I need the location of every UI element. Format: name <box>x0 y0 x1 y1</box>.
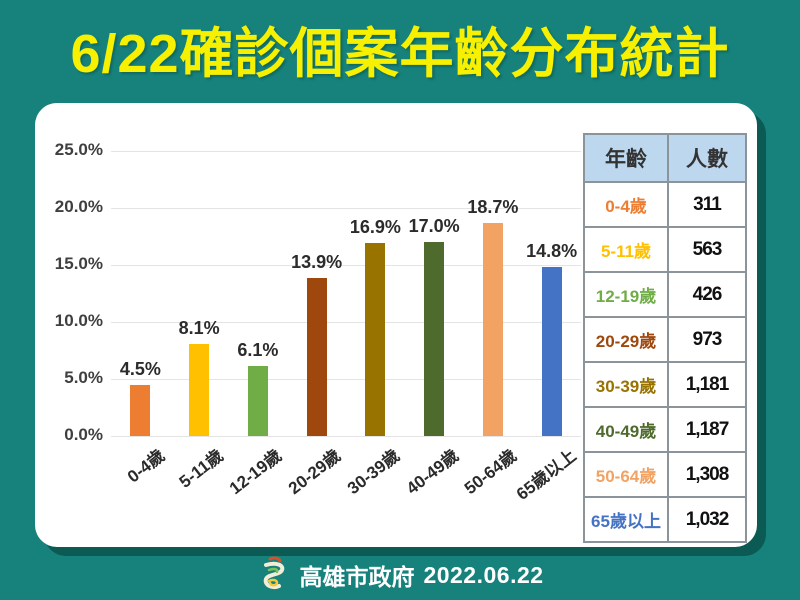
age-count-table: 年齡 人數 0-4歲 311 5-11歲 563 12-19歲 426 20-29歲 973 3… <box>583 133 747 543</box>
page-title: 6/22確診個案年齡分布統計 <box>70 24 730 84</box>
bar-value-label: 4.5% <box>119 358 161 379</box>
bar-0-4歲 <box>130 384 151 436</box>
age-cell: 65歲以上 <box>583 496 669 543</box>
bar-40-49歲 <box>424 242 445 436</box>
gridline <box>111 379 581 380</box>
bar-20-29歲 <box>306 277 327 436</box>
count-cell: 426 <box>667 271 747 318</box>
y-tick-label: 20.0% <box>54 197 103 216</box>
x-tick-label: 5-11歲 <box>175 445 227 492</box>
table-header-row: 年齡 人數 <box>583 133 747 183</box>
x-tick-label: 30-39歲 <box>343 445 404 499</box>
gridline <box>111 322 581 323</box>
table-row: 20-29歲 973 <box>583 316 747 363</box>
content-card: 25.0% 20.0% 15.0% 10.0% 5.0% 0.0% 4.5% 0-4歲 8.1… <box>35 103 757 547</box>
age-cell: 50-64歲 <box>583 451 669 498</box>
bar-value-label: 14.8% <box>526 241 578 262</box>
count-cell: 311 <box>667 181 747 228</box>
bar-65歲以上 <box>541 267 562 436</box>
bar-30-39歲 <box>365 243 386 436</box>
y-tick-label: 0.0% <box>64 425 103 444</box>
plot-area: 4.5% 0-4歲 8.1% 5-11歲 6.1% 12-19歲 13.9% 20-29歲 16… <box>111 151 581 504</box>
x-tick-label: 0-4歲 <box>123 445 169 487</box>
x-tick-label: 65歲以上 <box>512 445 580 504</box>
bar-5-11歲 <box>189 343 210 436</box>
count-cell: 973 <box>667 316 747 363</box>
y-tick-label: 10.0% <box>54 311 103 330</box>
bar-50-64歲 <box>482 222 503 436</box>
bar-value-label: 13.9% <box>291 251 343 272</box>
count-cell: 1,308 <box>667 451 747 498</box>
table-row: 5-11歲 563 <box>583 226 747 273</box>
age-cell: 40-49歲 <box>583 406 669 453</box>
bar-value-label: 18.7% <box>467 196 519 217</box>
footer-org-name: 高雄市政府 <box>299 564 415 590</box>
age-cell: 30-39歲 <box>583 361 669 408</box>
age-cell: 0-4歲 <box>583 181 669 228</box>
age-cell: 12-19歲 <box>583 271 669 318</box>
table-row: 30-39歲 1,181 <box>583 361 747 408</box>
x-tick-label: 12-19歲 <box>226 445 286 499</box>
count-cell: 1,187 <box>667 406 747 453</box>
x-tick-label: 50-64歲 <box>461 445 521 499</box>
table-row: 50-64歲 1,308 <box>583 451 747 498</box>
count-cell: 563 <box>667 226 747 273</box>
count-cell: 1,032 <box>667 496 747 543</box>
age-column-header: 年齡 <box>583 133 669 183</box>
x-tick-label: 20-29歲 <box>285 445 345 499</box>
footer: 高雄市政府 2022.06.22 <box>0 556 800 594</box>
bar-value-label: 16.9% <box>349 217 401 238</box>
count-column-header: 人數 <box>667 133 747 183</box>
gridline <box>111 436 581 437</box>
y-tick-label: 5.0% <box>64 368 103 387</box>
y-tick-label: 15.0% <box>54 254 103 273</box>
gridline <box>111 208 581 209</box>
kaohsiung-city-logo <box>264 556 285 590</box>
count-cell: 1,181 <box>667 361 747 408</box>
table-row: 40-49歲 1,187 <box>583 406 747 453</box>
bar-12-19歲 <box>247 366 268 436</box>
table-row: 0-4歲 311 <box>583 181 747 228</box>
table-row: 12-19歲 426 <box>583 271 747 318</box>
bar-value-label: 8.1% <box>178 317 220 338</box>
gridline <box>111 151 581 152</box>
x-tick-label: 40-49歲 <box>402 445 462 499</box>
gridline <box>111 265 581 266</box>
bar-value-label: 6.1% <box>237 340 279 361</box>
footer-date: 2022.06.22 <box>423 561 544 588</box>
age-cell: 5-11歲 <box>583 226 669 273</box>
table-row: 65歲以上 1,032 <box>583 496 747 543</box>
bar-value-label: 17.0% <box>408 216 460 237</box>
age-distribution-bar-chart: 25.0% 20.0% 15.0% 10.0% 5.0% 0.0% 4.5% 0-4歲 8.1… <box>45 113 585 537</box>
y-tick-label: 25.0% <box>54 140 103 159</box>
age-cell: 20-29歲 <box>583 316 669 363</box>
